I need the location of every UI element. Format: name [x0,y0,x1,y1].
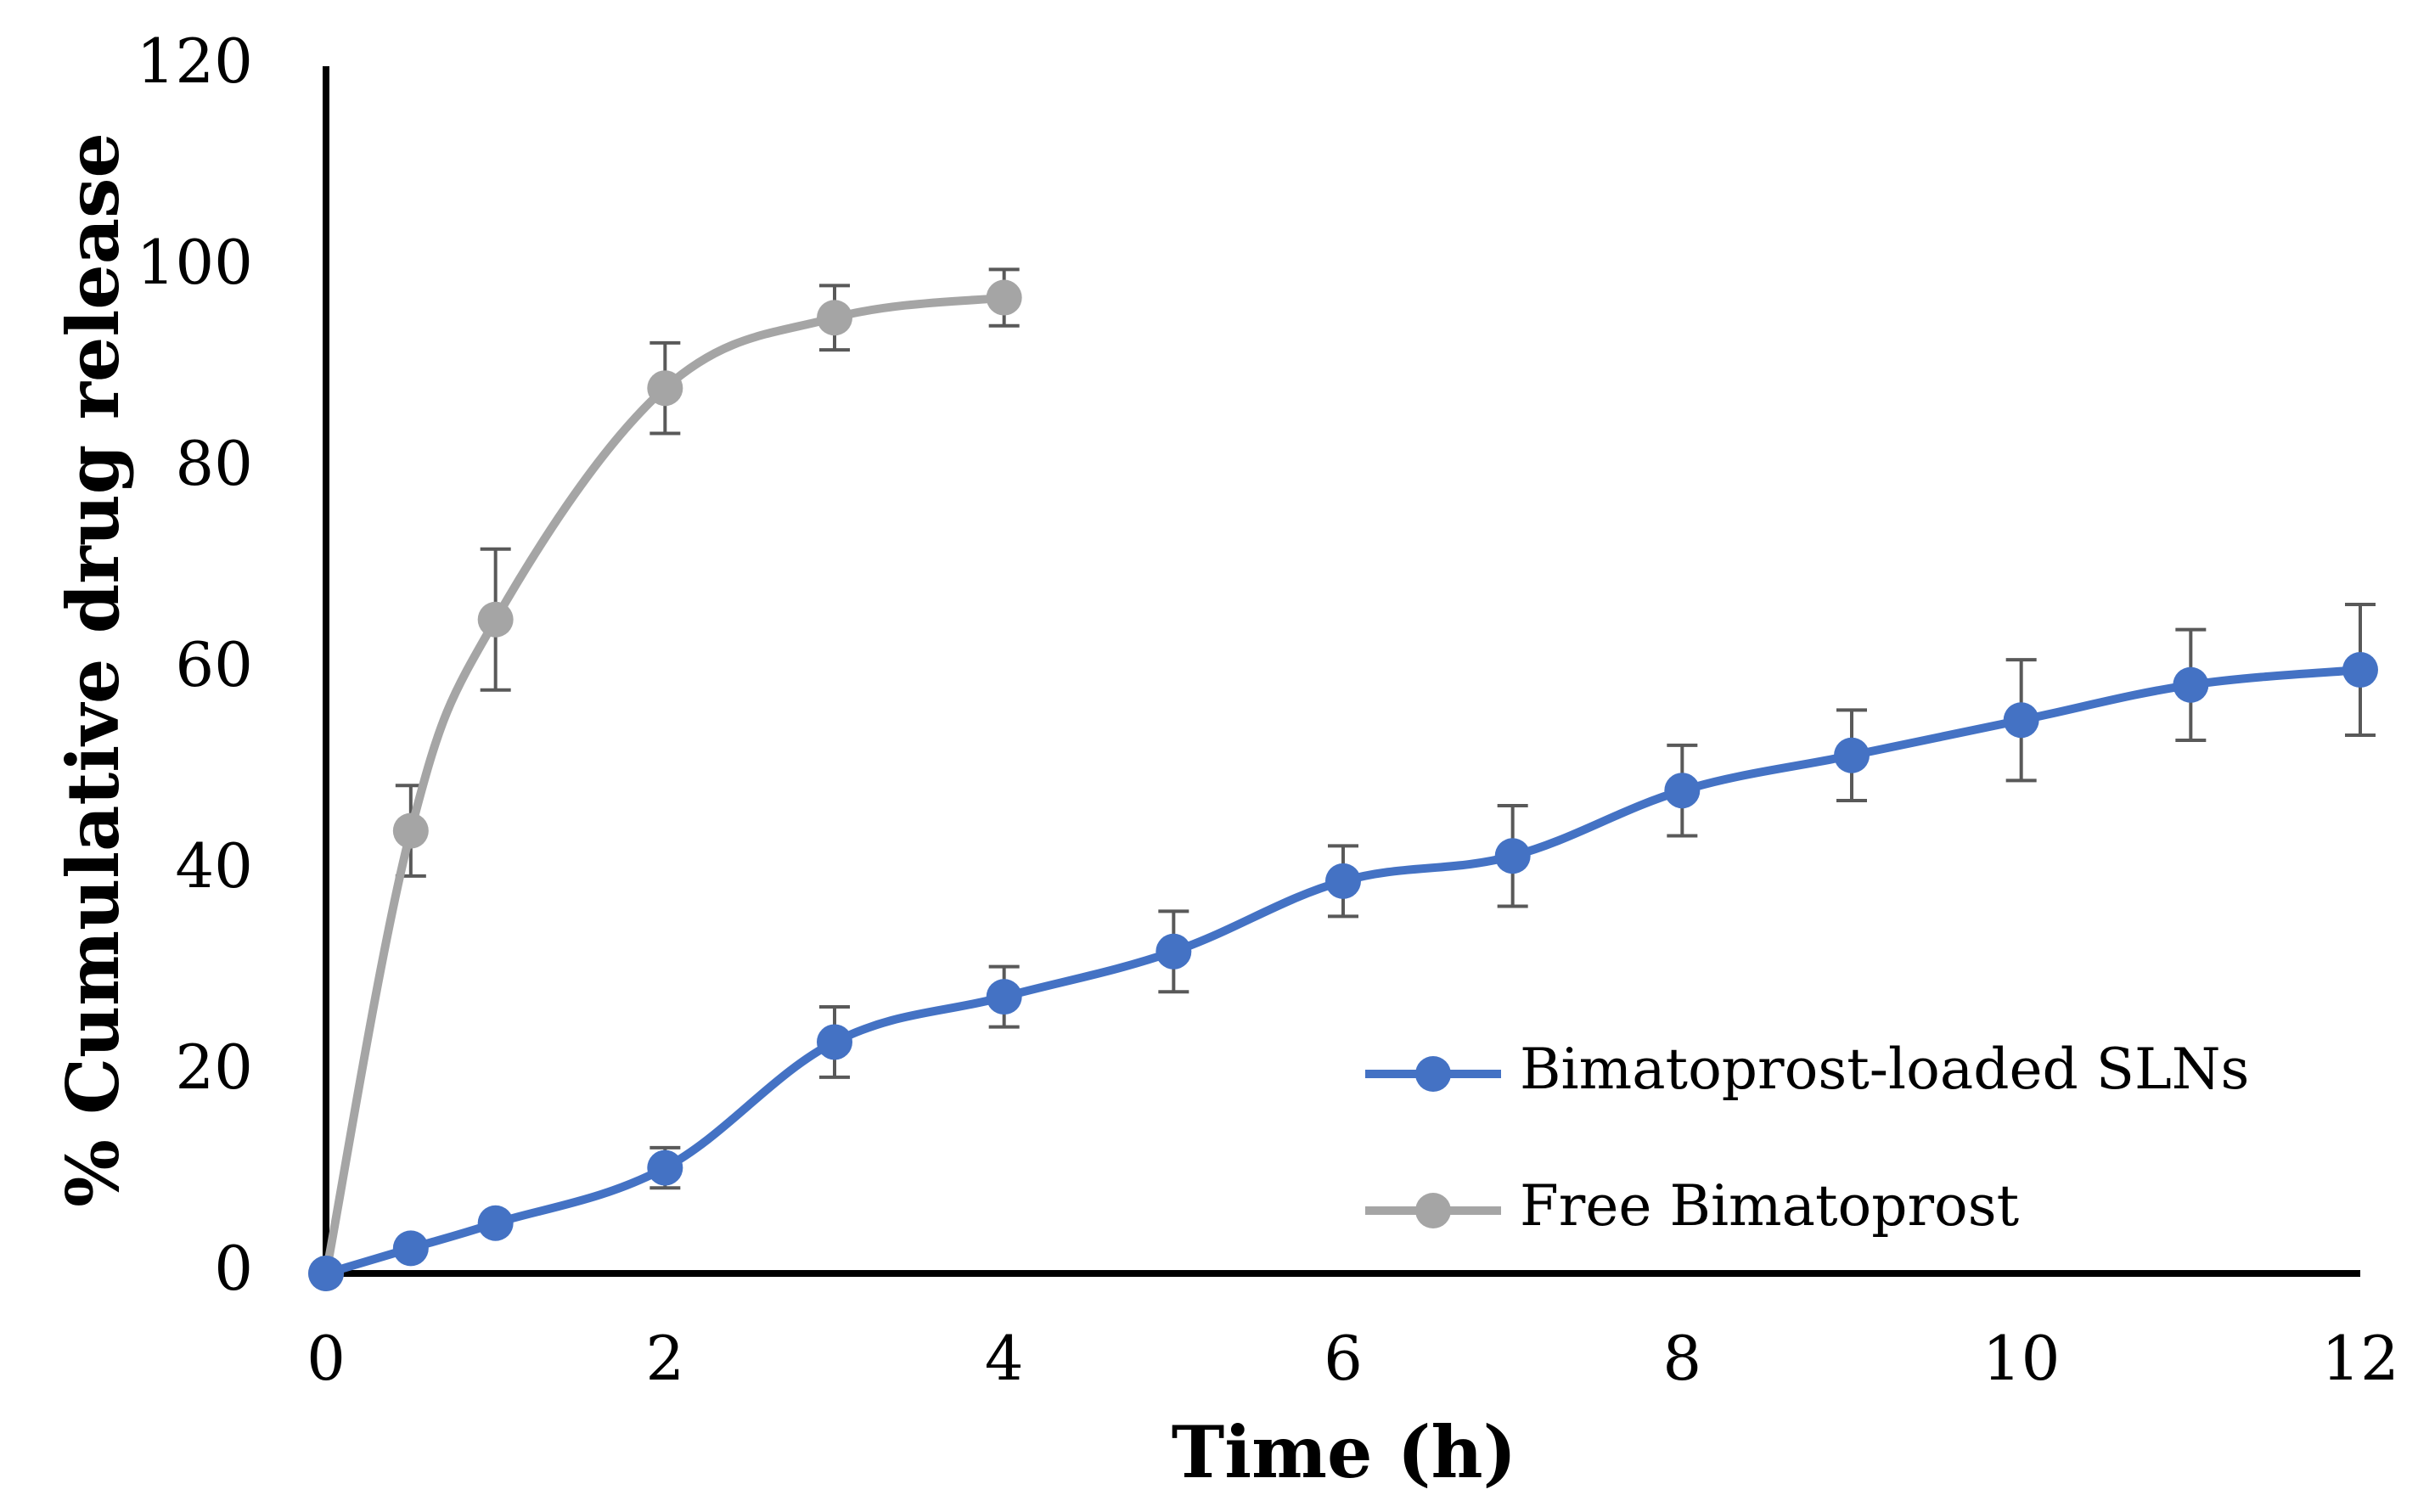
data-point[interactable] [986,279,1022,316]
y-tick-label: 60 [175,629,253,700]
y-axis-title: % Cumulative drug release [51,132,135,1207]
legend-marker-swatch [1415,1056,1451,1092]
data-point[interactable] [1156,933,1192,970]
x-tick-label: 0 [306,1323,346,1394]
series-line [322,293,1009,1278]
x-tick-label: 10 [1982,1323,2061,1394]
x-tick-label: 12 [2321,1323,2399,1394]
data-point[interactable] [1325,863,1361,899]
data-point[interactable] [986,979,1022,1015]
y-tick-label: 0 [214,1233,253,1304]
data-point[interactable] [477,601,514,638]
legend-label: Bimatoprost-loaded SLNs [1520,1037,2249,1102]
series-line [322,666,2365,1278]
data-point[interactable] [392,812,429,849]
legend-item-free-bimatoprost[interactable]: Free Bimatoprost [1365,1173,2019,1239]
data-point[interactable] [647,1149,683,1186]
legend-item-bimatoprost-loaded-slns[interactable]: Bimatoprost-loaded SLNs [1365,1037,2249,1102]
data-point[interactable] [392,1230,429,1267]
data-point[interactable] [1834,737,1870,773]
legend[interactable]: Bimatoprost-loaded SLNs Free Bimatoprost [1365,1037,2249,1239]
data-point[interactable] [308,1256,344,1291]
y-tick-label: 20 [175,1031,253,1103]
data-point[interactable] [1494,838,1531,874]
data-point[interactable] [2342,652,2378,688]
data-point[interactable] [2173,666,2209,703]
x-tick-labels: 0 2 4 6 8 10 12 [306,1323,2399,1394]
y-tick-label: 80 [175,428,253,499]
x-tick-label: 4 [985,1323,1024,1394]
series-bimatoprost-loaded-slns [308,602,2378,1291]
x-axis-title: Time (h) [1172,1410,1517,1494]
y-tick-label: 120 [137,25,253,97]
x-tick-label: 2 [645,1323,684,1394]
y-tick-labels: 0 20 40 60 80 100 120 [137,25,253,1304]
x-tick-label: 8 [1662,1323,1701,1394]
legend-marker-swatch [1415,1193,1451,1228]
data-point[interactable] [647,370,683,407]
data-point[interactable] [2003,702,2039,739]
y-tick-label: 100 [137,227,253,298]
data-point[interactable] [817,300,852,336]
series-layer [308,267,2378,1291]
data-point[interactable] [1664,773,1701,809]
data-point[interactable] [477,1205,514,1241]
data-point[interactable] [817,1024,852,1060]
legend-label: Free Bimatoprost [1520,1173,2019,1239]
y-tick-label: 40 [175,830,253,902]
x-tick-label: 6 [1324,1323,1363,1394]
series-free-bimatoprost [308,267,1022,1291]
